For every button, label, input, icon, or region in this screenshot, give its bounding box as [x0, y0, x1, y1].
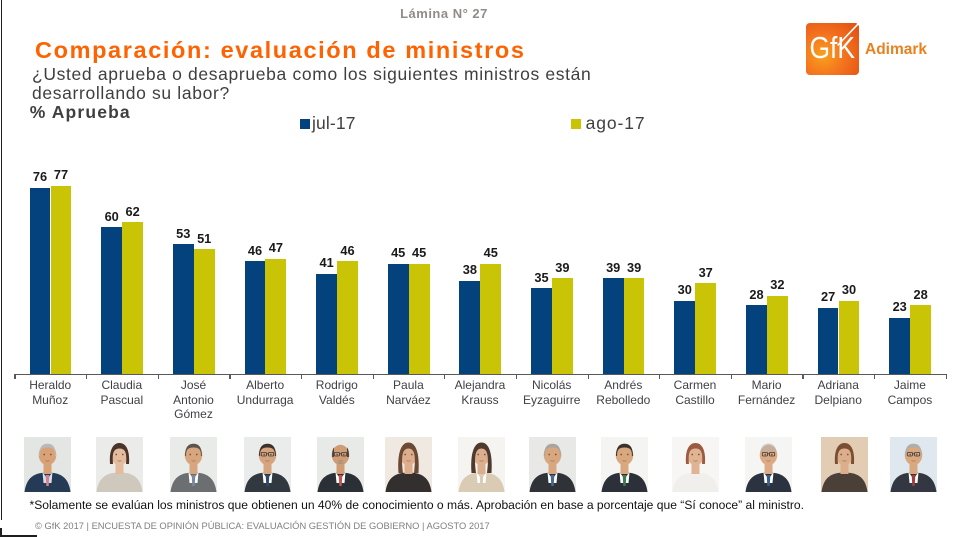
- svg-text:GfK: GfK: [809, 30, 855, 65]
